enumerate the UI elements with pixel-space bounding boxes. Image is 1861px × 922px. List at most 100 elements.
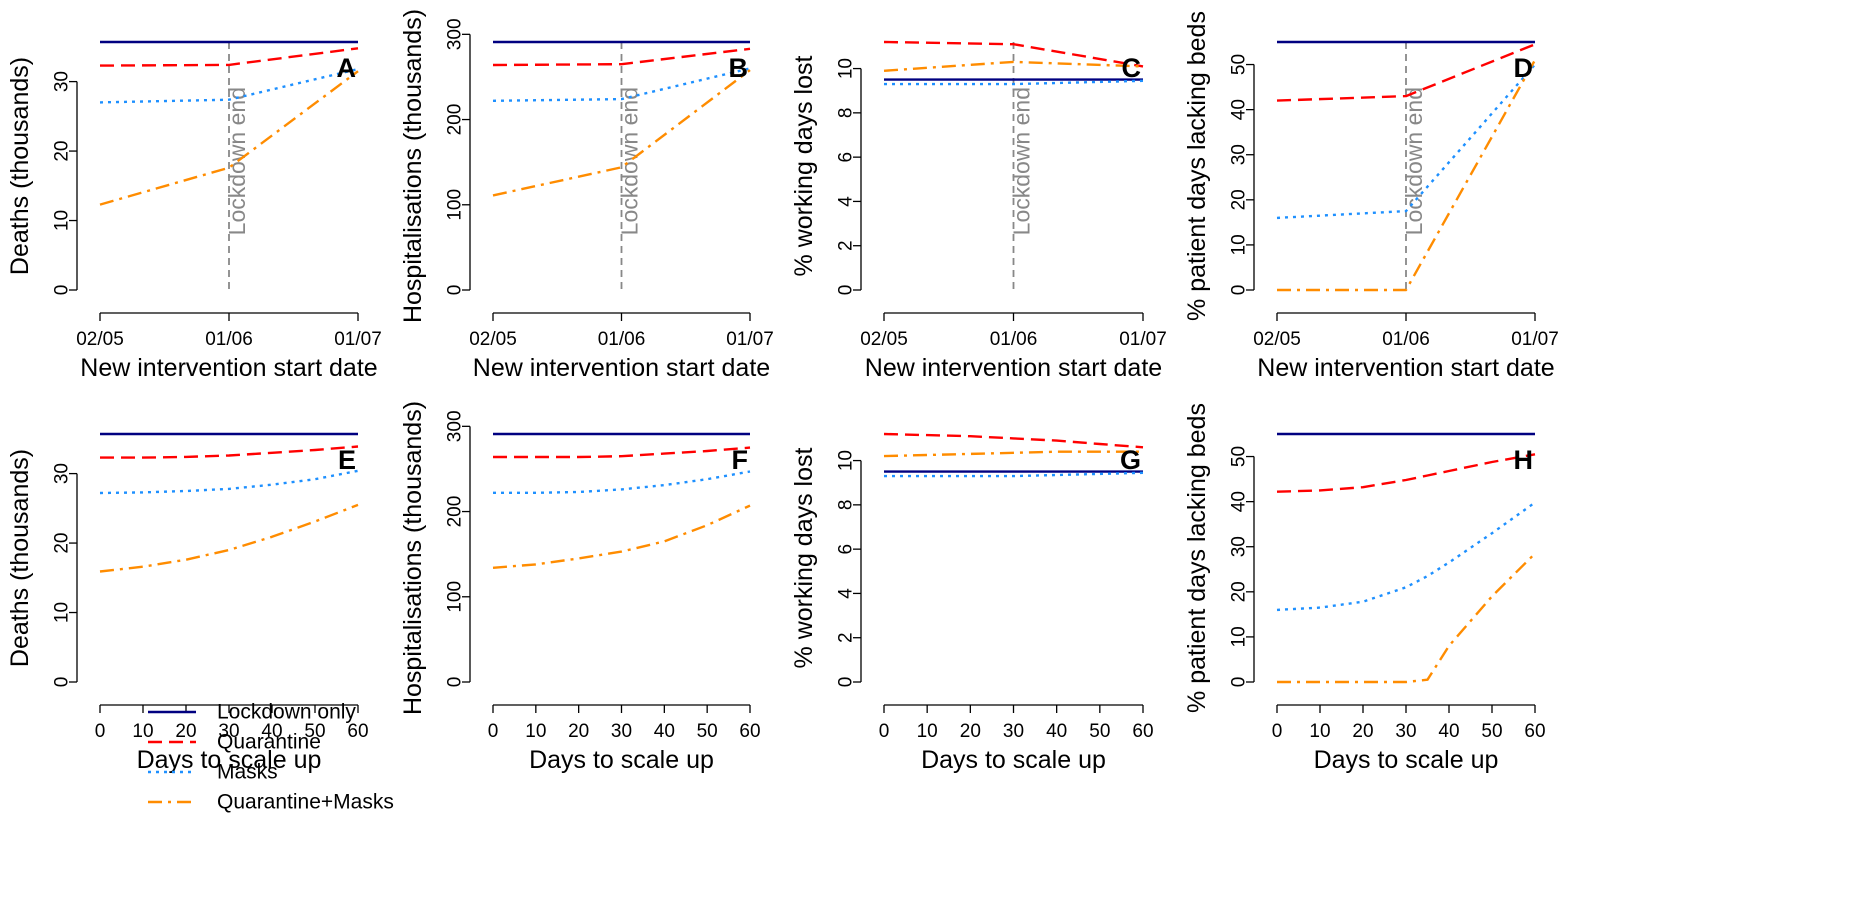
x-tick-label: 20 (1352, 721, 1373, 742)
y-tick-label: 40 (1229, 491, 1250, 512)
y-tick-label: 10 (52, 602, 73, 623)
y-tick-label: 30 (1229, 144, 1250, 165)
x-tick-label: 60 (1524, 721, 1545, 742)
x-tick-label: 01/07 (726, 329, 774, 350)
panel-h: 0 10 20 30 40 50 0 10 20 30 40 50 60 Days to scale up… (1183, 403, 1546, 774)
x-tick-label: 30 (611, 721, 632, 742)
y-axis-title: Deaths (thousands) (6, 449, 34, 667)
y-tick-label: 4 (836, 196, 857, 207)
panel-letter: B (729, 53, 749, 83)
y-tick-label: 20 (1229, 581, 1250, 602)
x-tick-label: 20 (568, 721, 589, 742)
x-tick-label: 01/06 (598, 329, 646, 350)
series-line-quarantine-masks (492, 69, 751, 197)
series-line-quarantine-masks (1277, 552, 1536, 684)
x-tick-label: 50 (1481, 721, 1502, 742)
y-tick-label: 0 (52, 677, 73, 688)
x-tick-label: 60 (347, 721, 368, 742)
y-tick-label: 10 (1229, 626, 1250, 647)
x-tick-label: 10 (525, 721, 546, 742)
lockdown-end-label: Lockdown end (1009, 87, 1035, 235)
y-axis-title: Hospitalisations (thousands) (399, 401, 427, 715)
y-tick-label: 0 (52, 285, 73, 296)
x-tick-label: 0 (488, 721, 499, 742)
x-axis-title: New intervention start date (80, 354, 377, 382)
x-tick-label: 30 (218, 721, 239, 742)
series-line-quarantine (883, 432, 1144, 449)
y-tick-label: 2 (836, 240, 857, 251)
panel-c: 0 2 4 6 8 10 02/05 01/06 01/07 New intervention s… (790, 40, 1167, 382)
series-line-masks (884, 79, 1144, 86)
x-tick-label: 10 (1309, 721, 1330, 742)
x-tick-label: 01/06 (205, 329, 253, 350)
y-axis-title: % patient days lacking beds (1183, 11, 1211, 321)
y-tick-label: 30 (52, 463, 73, 484)
series-line-quarantine (1276, 43, 1536, 102)
y-tick-label: 8 (836, 108, 857, 119)
y-tick-label: 0 (836, 677, 857, 688)
y-tick-label: 10 (52, 210, 73, 231)
x-tick-label: 30 (1395, 721, 1416, 742)
lockdown-end-label: Lockdown end (224, 87, 250, 235)
y-tick-label: 30 (52, 71, 73, 92)
x-tick-label: 20 (960, 721, 981, 742)
x-tick-label: 02/05 (76, 329, 124, 350)
x-tick-label: 40 (1046, 721, 1067, 742)
series-line-quarantine (493, 446, 751, 459)
panel-letter: H (1514, 445, 1534, 475)
y-tick-label: 50 (1229, 54, 1250, 75)
x-tick-label: 01/06 (990, 329, 1038, 350)
y-tick-label: 6 (836, 152, 857, 163)
series-line-quarantine (100, 445, 359, 459)
x-tick-label: 60 (1132, 721, 1153, 742)
panel-f: 0 100 200 300 0 10 20 30 40 50 60 Days to scale up H… (399, 401, 761, 774)
y-tick-label: 10 (836, 58, 857, 79)
y-tick-label: 4 (836, 588, 857, 599)
x-axis-title: New intervention start date (1257, 354, 1554, 382)
y-tick-label: 200 (445, 496, 466, 528)
panel-d: 0 10 20 30 40 50 02/05 01/06 01/07 New interventi… (1183, 11, 1559, 382)
y-tick-label: 300 (445, 18, 466, 50)
panel-a: 0 10 20 30 02/05 01/06 01/07 New intervention s… (6, 40, 382, 382)
legend-label: Quarantine+Masks (217, 791, 394, 814)
y-axis-title: % working days lost (790, 447, 818, 668)
y-tick-label: 0 (445, 285, 466, 296)
y-tick-label: 20 (52, 140, 73, 161)
x-axis-title: New intervention start date (865, 354, 1162, 382)
y-tick-label: 10 (836, 450, 857, 471)
x-tick-label: 10 (917, 721, 938, 742)
x-tick-label: 01/07 (334, 329, 382, 350)
panel-letter: C (1122, 53, 1142, 83)
x-tick-label: 02/05 (860, 329, 908, 350)
y-tick-label: 6 (836, 544, 857, 555)
x-tick-label: 50 (697, 721, 718, 742)
y-tick-label: 0 (1229, 285, 1250, 296)
series-line-masks (99, 469, 359, 495)
panel-g: 0 2 4 6 8 10 0 10 20 30 40 50 60 Days to scale up % wo… (790, 432, 1154, 774)
panel-letter: E (338, 445, 356, 475)
y-axis-title: % working days lost (790, 55, 818, 276)
y-tick-label: 0 (1229, 677, 1250, 688)
x-tick-label: 10 (132, 721, 153, 742)
x-axis-title: Days to scale up (921, 746, 1106, 774)
series-line-quarantine-masks (883, 60, 1144, 72)
x-tick-label: 40 (1438, 721, 1459, 742)
x-tick-label: 40 (654, 721, 675, 742)
y-tick-label: 300 (445, 410, 466, 442)
series-line-masks (884, 471, 1144, 478)
y-axis-title: % patient days lacking beds (1183, 403, 1211, 713)
series-line-quarantine-masks (99, 503, 359, 573)
x-tick-label: 0 (1272, 721, 1283, 742)
x-tick-label: 20 (175, 721, 196, 742)
series-line-quarantine-masks (883, 450, 1143, 458)
panel-letter: F (732, 445, 749, 475)
y-tick-label: 200 (445, 104, 466, 136)
series-line-masks (99, 67, 359, 104)
x-tick-label: 60 (739, 721, 760, 742)
y-tick-label: 30 (1229, 536, 1250, 557)
y-tick-label: 10 (1229, 234, 1250, 255)
x-axis-title: Days to scale up (529, 746, 714, 774)
y-tick-label: 0 (445, 677, 466, 688)
y-tick-label: 20 (1229, 189, 1250, 210)
